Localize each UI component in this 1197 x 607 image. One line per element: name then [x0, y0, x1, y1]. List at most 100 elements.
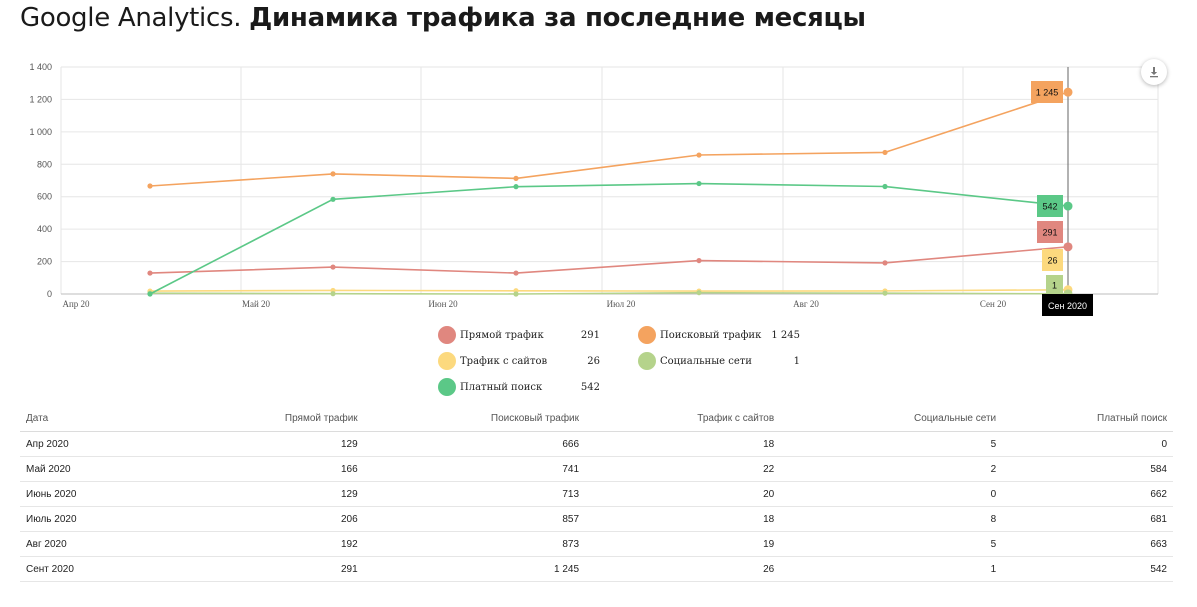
table-cell: 18 [585, 506, 781, 532]
data-point [696, 180, 702, 187]
table-cell: 2 [780, 456, 1003, 482]
y-tick-label: 800 [37, 159, 52, 169]
table-cell: Июль 2020 [20, 506, 200, 532]
legend-swatch [438, 326, 456, 344]
table-cell: Авг 2020 [20, 531, 200, 557]
legend-value: 1 [793, 355, 800, 367]
table-cell: 681 [1002, 506, 1173, 532]
legend-item[interactable]: Поисковый трафик 1 245 [638, 324, 800, 346]
tooltip-date-box [1042, 294, 1093, 316]
legend-value: 26 [587, 355, 600, 367]
legend-label: Прямой трафик [460, 329, 544, 341]
tooltip-value-box [1046, 275, 1063, 295]
legend-label: Платный поиск [460, 381, 543, 393]
traffic-line-chart: 0 200 400 600 800 1 000 1 200 1 400 Апр 20 Май 20… [29, 62, 1159, 316]
legend-item[interactable]: Прямой трафик 291 [438, 324, 600, 346]
y-tick-label: 1 000 [29, 127, 52, 137]
table-cell: 584 [1002, 456, 1173, 482]
table-header-cell[interactable]: Прямой трафик [199, 406, 364, 432]
chart-legend: Прямой трафик 291 Поисковый трафик 1 245 Тра… [438, 322, 800, 400]
table-cell: 206 [199, 506, 364, 532]
table-row: Апр 2020 129 666 18 5 0 [20, 431, 1173, 457]
tooltip-date-label: Сен 2020 [1048, 301, 1087, 311]
table-cell: 741 [363, 456, 586, 482]
y-tick-label: 600 [37, 192, 52, 202]
data-point [330, 171, 336, 177]
legend-swatch [438, 352, 456, 370]
table-row: Май 2020 166 741 22 2 584 [20, 456, 1173, 482]
y-tick-label: 400 [37, 224, 52, 234]
table-cell: 19 [585, 531, 781, 557]
tooltip-value-label: 1 [1052, 281, 1057, 291]
table-cell: Июнь 2020 [20, 481, 200, 507]
data-point [1063, 201, 1073, 211]
download-icon [1150, 67, 1158, 78]
table-header-row: Дата Прямой трафик Поисковый трафик Трафик … [20, 406, 1173, 432]
data-point [513, 291, 519, 297]
table-cell: 666 [363, 431, 586, 457]
legend-swatch [638, 326, 656, 344]
data-point [330, 291, 336, 297]
table-header-cell[interactable]: Социальные сети [780, 406, 1003, 432]
table-cell: 20 [585, 481, 781, 507]
table-header-cell[interactable]: Дата [20, 406, 200, 432]
series-line [149, 291, 1069, 295]
y-tick-label: 1 200 [29, 94, 52, 104]
table-cell: 542 [1002, 556, 1173, 582]
x-tick-label: Июн 20 [428, 299, 458, 309]
data-point [1063, 242, 1073, 252]
series-line [149, 182, 1069, 295]
series-line [149, 246, 1069, 274]
legend-label: Трафик с сайтов [460, 355, 548, 367]
data-point [882, 260, 888, 266]
tooltip-value-label: 1 245 [1036, 88, 1059, 98]
y-tick-label: 0 [47, 289, 52, 299]
legend-value: 542 [580, 381, 600, 393]
table-cell: Апр 2020 [20, 431, 200, 457]
table-row: Сент 2020 291 1 245 26 1 542 [20, 556, 1173, 582]
table-cell: 5 [780, 531, 1003, 557]
table-cell: Сент 2020 [20, 556, 200, 582]
tooltip-value-box [1037, 195, 1063, 217]
table-header-cell[interactable]: Поисковый трафик [363, 406, 586, 432]
table-cell: 291 [199, 556, 364, 582]
legend-item[interactable]: Трафик с сайтов 26 [438, 350, 600, 372]
series-line [149, 91, 1069, 187]
data-point [513, 175, 519, 181]
y-tick-label: 200 [37, 257, 52, 267]
data-point [330, 264, 336, 270]
table-cell: 0 [1002, 431, 1173, 457]
table-cell: 0 [780, 481, 1003, 507]
table-cell: 26 [585, 556, 781, 582]
legend-value: 1 245 [771, 329, 800, 341]
legend-swatch [438, 378, 456, 396]
page-title-brand: Google Analytics. [20, 3, 242, 33]
tooltip-value-label: 26 [1047, 256, 1057, 266]
tooltip-value-box [1042, 249, 1063, 271]
x-tick-label: Май 20 [242, 299, 271, 309]
tooltip-value-box [1031, 81, 1063, 103]
download-button[interactable] [1141, 59, 1167, 85]
x-tick-label: Апр 20 [62, 299, 90, 309]
data-point [696, 290, 702, 296]
table-row: Июль 2020 206 857 18 8 681 [20, 506, 1173, 532]
table-cell: 192 [199, 531, 364, 557]
table-header-cell[interactable]: Платный поиск [1002, 406, 1173, 432]
legend-item[interactable]: Социальные сети 1 [638, 350, 800, 372]
legend-item[interactable]: Платный поиск 542 [438, 376, 600, 398]
table-cell: 713 [363, 481, 586, 507]
table-cell: 22 [585, 456, 781, 482]
legend-swatch [638, 352, 656, 370]
data-point [696, 152, 702, 158]
traffic-table: Дата Прямой трафик Поисковый трафик Трафик … [20, 406, 1173, 582]
data-point [513, 270, 519, 276]
data-point [330, 196, 336, 202]
table-cell: 663 [1002, 531, 1173, 557]
data-point [513, 184, 519, 190]
table-row: Июнь 2020 129 713 20 0 662 [20, 481, 1173, 507]
data-point [882, 149, 888, 156]
table-header-cell[interactable]: Трафик с сайтов [585, 406, 781, 432]
page-title-text: Динамика трафика за последние месяцы [249, 3, 866, 33]
table-cell: 1 [780, 556, 1003, 582]
tooltip-value-label: 291 [1042, 228, 1057, 238]
